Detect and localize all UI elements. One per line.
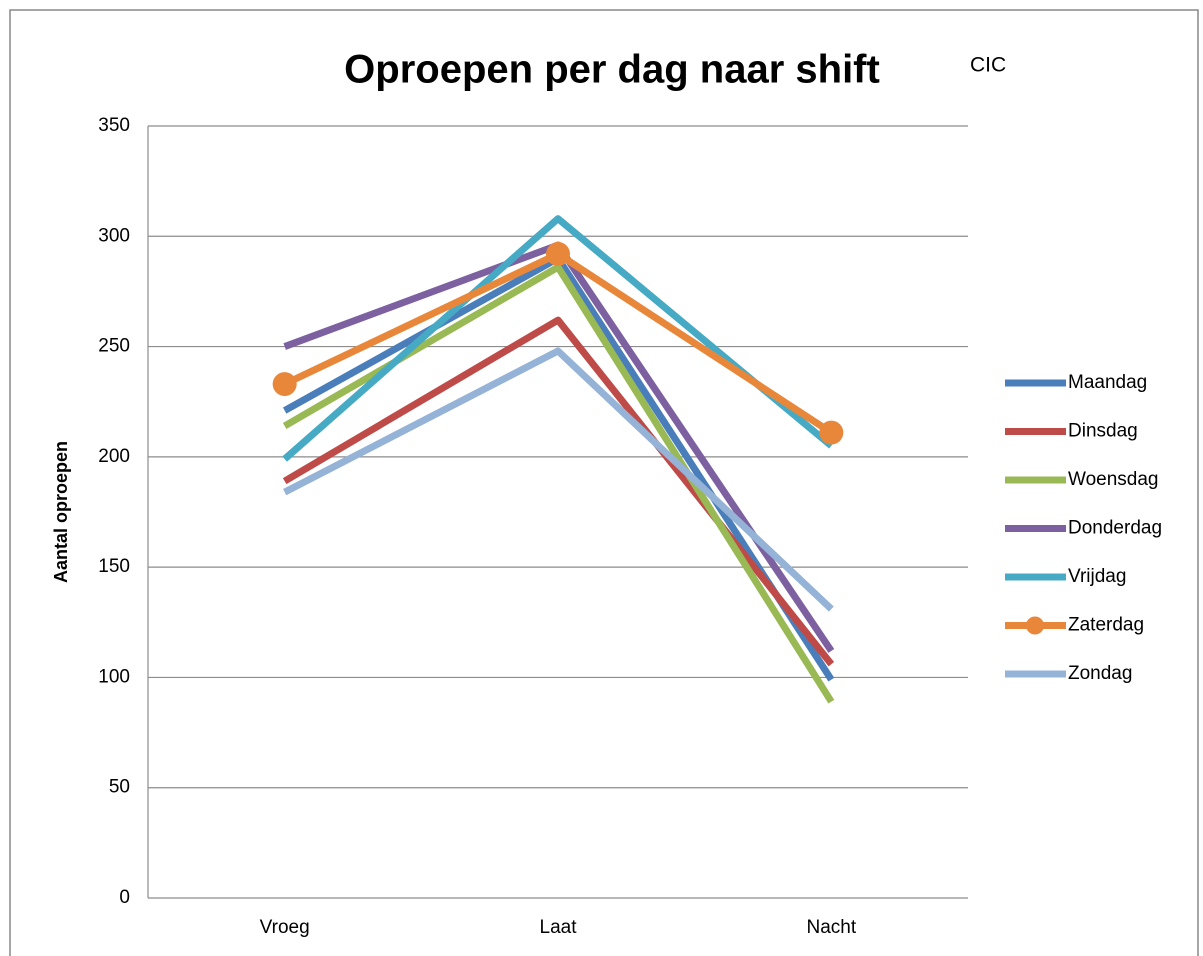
y-tick-label: 200: [98, 446, 130, 467]
y-tick-label: 300: [98, 225, 130, 246]
series-line: [282, 263, 835, 704]
series-marker: [819, 420, 844, 445]
y-tick-label: 150: [98, 556, 130, 577]
y-tick-label: 50: [109, 777, 130, 798]
legend-label: Zaterdag: [1068, 615, 1144, 636]
chart-title: Oproepen per dag naar shift: [344, 48, 880, 92]
legend-label: Woensdag: [1068, 469, 1159, 490]
y-axis-label: Aantal oproepen: [51, 441, 71, 583]
legend-label: Dinsdag: [1068, 421, 1138, 442]
legend-label: Maandag: [1068, 372, 1147, 393]
y-tick-label: 250: [98, 336, 130, 357]
x-tick-label: Vroeg: [260, 917, 310, 938]
series-line: [282, 316, 835, 667]
x-tick-label: Nacht: [807, 917, 857, 938]
annotation: CIC: [970, 54, 1006, 77]
series-line: [283, 347, 834, 612]
y-tick-label: 100: [98, 666, 130, 687]
legend-label: Zondag: [1068, 663, 1132, 684]
series-marker: [546, 241, 570, 266]
y-tick-label: 350: [98, 115, 130, 136]
chart-frame: [9, 9, 1199, 956]
y-tick-label: 0: [119, 887, 130, 908]
legend-label: Vrijdag: [1068, 566, 1126, 587]
x-tick-label: Laat: [540, 917, 578, 938]
legend-label: Donderdag: [1068, 518, 1162, 539]
legend-marker: [1026, 616, 1044, 635]
series-marker: [272, 372, 297, 397]
